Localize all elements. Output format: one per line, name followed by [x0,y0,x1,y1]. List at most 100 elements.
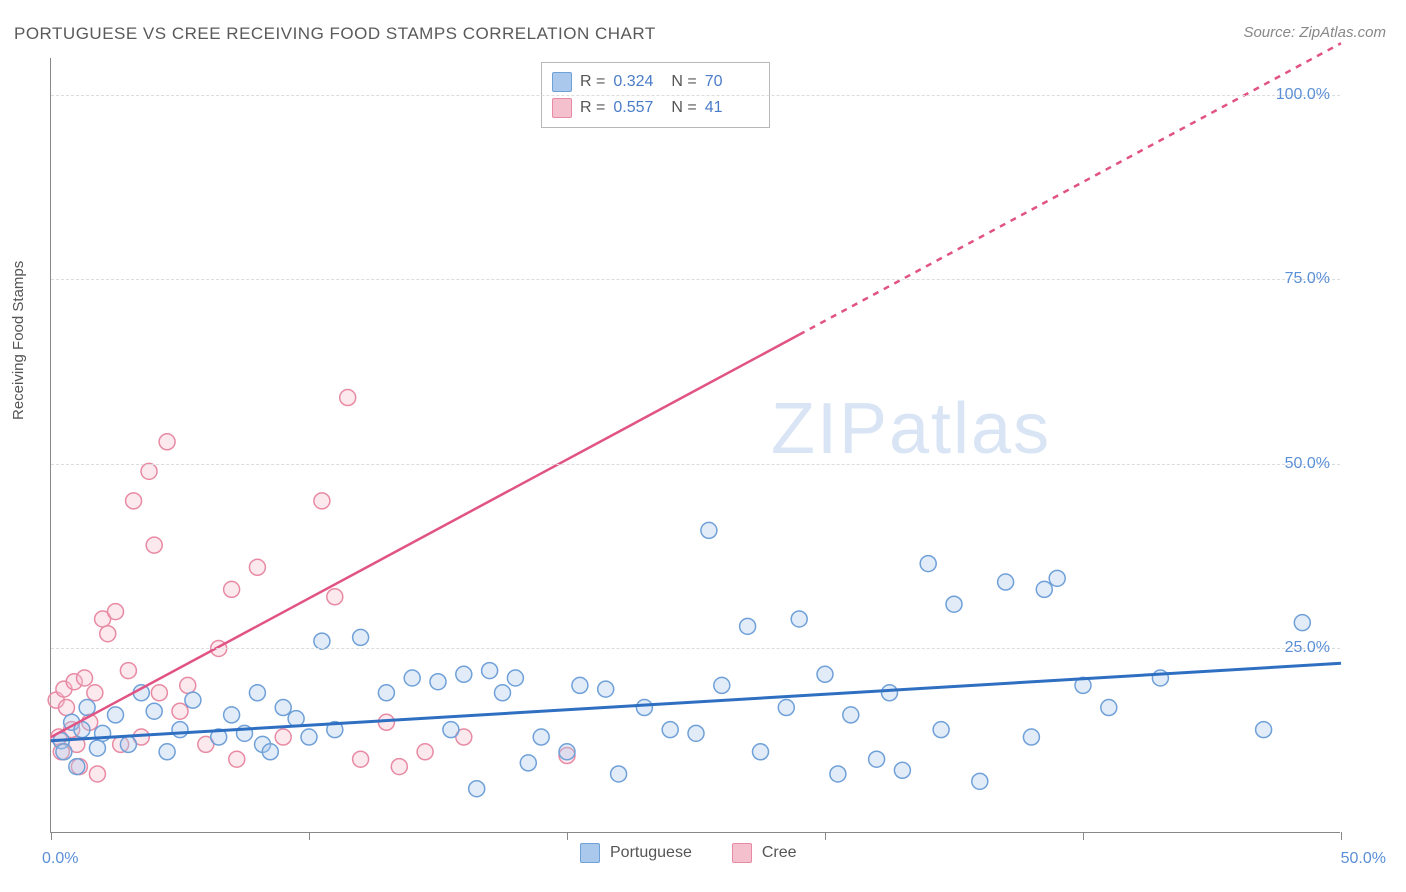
n-value: 70 [705,73,755,91]
chart-container: PORTUGUESE VS CREE RECEIVING FOOD STAMPS… [0,0,1406,892]
data-point [56,744,72,760]
data-point [972,773,988,789]
swatch-icon [732,843,752,863]
data-point [120,663,136,679]
x-axis-min-label: 0.0% [42,850,78,868]
data-point [1049,570,1065,586]
data-point [1036,581,1052,597]
data-point [456,666,472,682]
data-point [417,744,433,760]
y-tick-label: 50.0% [1285,455,1330,473]
data-point [662,722,678,738]
data-point [249,685,265,701]
data-point [58,700,74,716]
data-point [753,744,769,760]
r-value: 0.557 [613,99,663,117]
data-point [172,703,188,719]
data-point [830,766,846,782]
data-point [740,618,756,634]
chart-svg [51,58,1340,832]
data-point [89,740,105,756]
data-point [108,707,124,723]
data-point [353,751,369,767]
data-point [172,722,188,738]
data-point [224,581,240,597]
data-point [141,463,157,479]
data-point [77,670,93,686]
data-point [636,700,652,716]
grid-line [51,648,1340,649]
data-point [262,744,278,760]
data-point [817,666,833,682]
data-point [314,493,330,509]
data-point [301,729,317,745]
grid-line [51,464,1340,465]
data-point [946,596,962,612]
data-point [1256,722,1272,738]
data-point [791,611,807,627]
y-axis-label: Receiving Food Stamps [10,261,27,420]
data-point [469,781,485,797]
data-point [120,736,136,752]
data-point [533,729,549,745]
x-tick [825,832,826,840]
legend-label: Cree [762,844,797,862]
data-point [507,670,523,686]
grid-line [51,279,1340,280]
data-point [89,766,105,782]
y-tick-label: 100.0% [1276,86,1330,104]
swatch-icon [552,98,572,118]
data-point [998,574,1014,590]
y-tick-label: 25.0% [1285,639,1330,657]
data-point [79,700,95,716]
data-point [151,685,167,701]
data-point [869,751,885,767]
data-point [404,670,420,686]
data-point [249,559,265,575]
r-value: 0.324 [613,73,663,91]
data-point [1294,615,1310,631]
x-tick [567,832,568,840]
data-point [180,677,196,693]
trend-line [51,335,799,737]
source-label: Source: ZipAtlas.com [1243,24,1386,41]
x-tick [1341,832,1342,840]
data-point [108,604,124,620]
n-value: 41 [705,99,755,117]
data-point [159,434,175,450]
data-point [159,744,175,760]
data-point [327,589,343,605]
grid-line [51,95,1340,96]
data-point [430,674,446,690]
data-point [920,556,936,572]
x-tick [309,832,310,840]
data-point [714,677,730,693]
swatch-icon [580,843,600,863]
data-point [495,685,511,701]
data-point [894,762,910,778]
data-point [146,703,162,719]
data-point [340,390,356,406]
data-point [146,537,162,553]
data-point [611,766,627,782]
stats-row-cree: R = 0.557 N = 41 [552,95,755,121]
data-point [1101,700,1117,716]
data-point [353,629,369,645]
plot-area: ZIPatlas R = 0.324 N = 70 R = 0.557 N = … [50,58,1340,833]
data-point [443,722,459,738]
data-point [1023,729,1039,745]
data-point [275,700,291,716]
data-point [69,759,85,775]
data-point [185,692,201,708]
data-point [520,755,536,771]
data-point [100,626,116,642]
data-point [701,522,717,538]
bottom-legend: Portuguese Cree [580,843,797,863]
swatch-icon [552,72,572,92]
data-point [224,707,240,723]
data-point [933,722,949,738]
x-axis-max-label: 50.0% [1341,850,1386,868]
data-point [598,681,614,697]
data-point [572,677,588,693]
data-point [882,685,898,701]
